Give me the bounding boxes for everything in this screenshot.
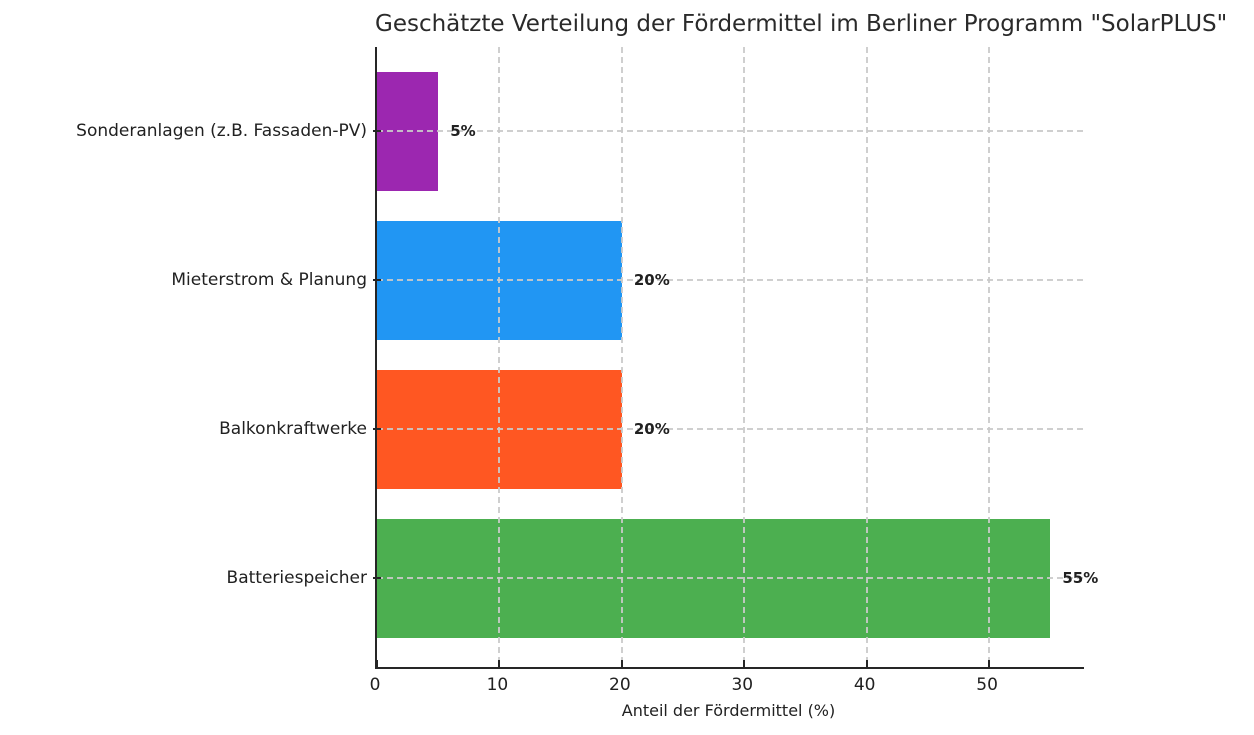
category-label: Sonderanlagen (z.B. Fassaden-PV) — [76, 121, 367, 141]
bar-value-label: 55% — [1062, 569, 1099, 587]
x-tick-mark — [498, 660, 501, 667]
bar-value-label: 20% — [633, 271, 670, 289]
bar-value-label: 20% — [633, 420, 670, 438]
x-axis-label: Anteil der Fördermittel (%) — [621, 701, 836, 720]
x-tick-label: 30 — [731, 675, 754, 695]
gridline-vertical — [498, 47, 501, 667]
chart-title: Geschätzte Verteilung der Fördermittel i… — [375, 11, 1228, 37]
gridline-vertical — [743, 47, 746, 667]
category-label: Mieterstrom & Planung — [171, 270, 367, 290]
gridline-horizontal — [377, 577, 1084, 579]
x-tick-mark — [865, 660, 868, 667]
x-tick-label: 0 — [369, 675, 381, 695]
y-tick-mark — [373, 130, 381, 132]
x-tick-label: 20 — [609, 675, 631, 695]
x-tick-mark — [620, 660, 623, 667]
y-tick-mark — [373, 428, 381, 430]
x-tick-mark — [743, 660, 746, 667]
gridline-horizontal — [377, 279, 1084, 281]
x-tick-mark — [376, 660, 378, 667]
x-tick-label: 10 — [486, 675, 509, 695]
y-tick-mark — [373, 577, 381, 579]
gridline-vertical — [865, 47, 868, 667]
category-label: Batteriespeicher — [226, 568, 367, 588]
category-label: Balkonkraftwerke — [219, 419, 367, 439]
y-axis-category-labels: Sonderanlagen (z.B. Fassaden-PV) Mieterst… — [0, 47, 367, 667]
gridline-vertical — [988, 47, 991, 667]
plot-area: 5% 20% 20% 55% — [373, 47, 1098, 669]
x-tick-label: 40 — [853, 675, 876, 695]
x-tick-mark — [988, 660, 991, 667]
gridline-vertical — [620, 47, 623, 667]
x-tick-label: 50 — [976, 675, 998, 695]
gridline-horizontal — [377, 130, 1084, 132]
gridline-horizontal — [377, 428, 1084, 430]
y-tick-mark — [373, 279, 381, 281]
bar-value-label: 5% — [450, 122, 476, 140]
